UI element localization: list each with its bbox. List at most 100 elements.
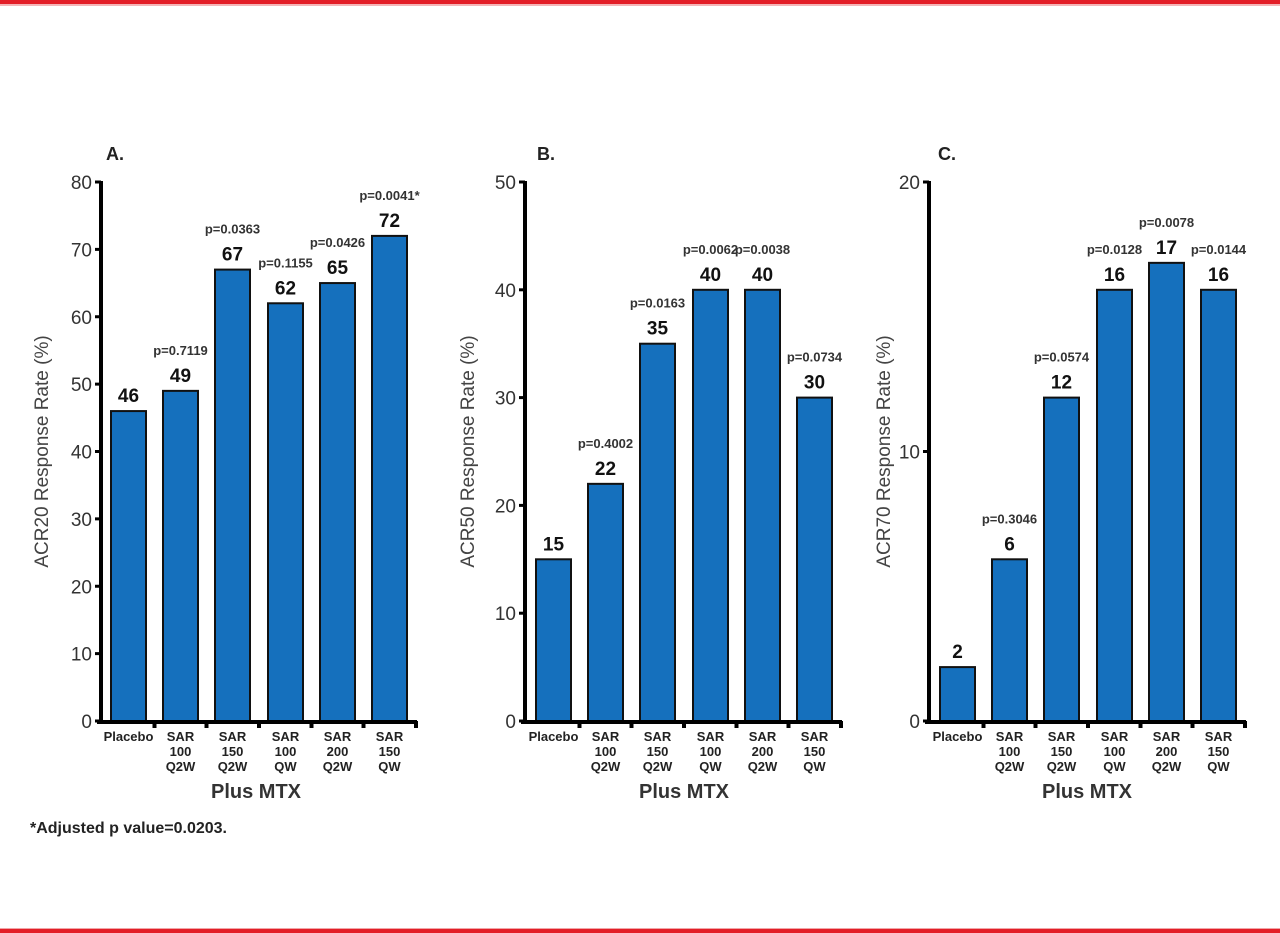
- category-label: SAR 100 Q2W: [591, 729, 621, 774]
- p-value-label: p=0.1155: [258, 255, 313, 270]
- category-label-line: 100: [999, 744, 1021, 759]
- category-label-line: SAR: [272, 729, 300, 744]
- category-label-line: 200: [1156, 744, 1178, 759]
- category-label: SAR 150 QW: [801, 729, 829, 774]
- category-label-line: Q2W: [166, 759, 196, 774]
- category-label: SAR 100 QW: [697, 729, 725, 774]
- y-tick-label: 40: [71, 443, 92, 464]
- p-value-label: p=0.0426: [310, 235, 365, 250]
- category-label: SAR 150 Q2W: [643, 729, 673, 774]
- category-label: SAR 100 QW: [1101, 729, 1129, 774]
- value-label: 17: [1156, 238, 1177, 259]
- y-axis-title: ACR20 Response Rate (%): [32, 335, 53, 567]
- category-label: SAR 150 Q2W: [1047, 729, 1077, 774]
- bottom-red-border-fade: [0, 928, 1280, 929]
- y-tick-label: 0: [81, 712, 92, 733]
- category-label: SAR 150 Q2W: [218, 729, 248, 774]
- top-red-border-fade: [0, 4, 1280, 6]
- bar: [639, 342, 676, 722]
- y-tick-label: 30: [71, 510, 92, 531]
- y-tick-label: 10: [71, 645, 92, 666]
- category-label-line: 150: [1208, 744, 1230, 759]
- bar: [535, 558, 572, 722]
- category-label-line: QW: [1207, 759, 1230, 774]
- p-value-label: p=0.0062: [683, 242, 738, 257]
- bar: [1200, 288, 1237, 722]
- p-value-label: p=0.0163: [630, 296, 685, 311]
- category-label-line: 200: [327, 744, 349, 759]
- category-label: SAR 100 Q2W: [995, 729, 1025, 774]
- p-value-label: p=0.0128: [1087, 242, 1142, 257]
- category-label-line: QW: [274, 759, 297, 774]
- category-label-line: 100: [700, 744, 722, 759]
- y-tick-label: 50: [495, 173, 516, 194]
- category-label-line: 150: [804, 744, 826, 759]
- category-label-line: Q2W: [1047, 759, 1077, 774]
- p-value-label: p=0.0038: [735, 242, 790, 257]
- category-label-line: SAR: [219, 729, 247, 744]
- y-tick-label: 60: [71, 308, 92, 329]
- category-label: SAR 200 Q2W: [323, 729, 353, 774]
- x-axis-title: Plus MTX: [1042, 781, 1133, 803]
- bar: [319, 282, 356, 722]
- p-value-label: p=0.0734: [787, 350, 843, 365]
- category-label-line: SAR: [749, 729, 777, 744]
- category-label-line: 150: [1051, 744, 1073, 759]
- category-label: SAR 150 QW: [1205, 729, 1233, 774]
- category-label: SAR 200 Q2W: [748, 729, 778, 774]
- category-label: SAR 100 QW: [272, 729, 300, 774]
- category-label-line: Q2W: [748, 759, 778, 774]
- category-label-line: 150: [647, 744, 669, 759]
- y-tick-label: 0: [909, 712, 920, 733]
- y-tick-label: 20: [495, 496, 516, 517]
- p-value-label: p=0.0078: [1139, 215, 1194, 230]
- value-label: 30: [804, 373, 825, 394]
- category-label-line: SAR: [644, 729, 672, 744]
- category-label-line: 100: [595, 744, 617, 759]
- value-label: 12: [1051, 373, 1072, 394]
- y-axis-title: ACR50 Response Rate (%): [458, 335, 479, 567]
- p-value-label: p=0.7119: [153, 343, 208, 358]
- category-label-line: SAR: [697, 729, 725, 744]
- value-label: 40: [700, 265, 721, 286]
- category-label-line: Q2W: [323, 759, 353, 774]
- value-label: 62: [275, 278, 296, 299]
- y-tick-label: 10: [899, 443, 920, 464]
- category-label-line: Q2W: [218, 759, 248, 774]
- category-label-line: QW: [803, 759, 826, 774]
- category-label-line: 150: [379, 744, 401, 759]
- chart-panel-c: C. ACR70 Response Rate (%) 2 Placebo 6 p=0.30…: [874, 144, 1247, 803]
- bar: [162, 389, 199, 722]
- category-label-line: Placebo: [529, 729, 579, 744]
- category-label-line: 100: [275, 744, 297, 759]
- category-label-line: SAR: [1048, 729, 1076, 744]
- category-label-line: QW: [378, 759, 401, 774]
- value-label: 67: [222, 245, 243, 266]
- y-tick-label: 50: [71, 375, 92, 396]
- category-label: Placebo: [933, 729, 983, 744]
- p-value-label: p=0.0144: [1191, 242, 1247, 257]
- y-tick-label: 80: [71, 173, 92, 194]
- category-label-line: Q2W: [995, 759, 1025, 774]
- bar: [371, 234, 408, 722]
- bar: [692, 288, 729, 722]
- panel-label: B.: [537, 144, 555, 164]
- x-axis-title: Plus MTX: [211, 781, 302, 803]
- category-label: Placebo: [104, 729, 154, 744]
- category-label-line: 200: [752, 744, 774, 759]
- y-tick-label: 30: [495, 389, 516, 410]
- p-value-label: p=0.4002: [578, 436, 633, 451]
- value-label: 72: [379, 211, 400, 232]
- category-label-line: Q2W: [643, 759, 673, 774]
- category-label-line: SAR: [592, 729, 620, 744]
- top-red-border: [0, 0, 1280, 4]
- category-label-line: SAR: [1101, 729, 1129, 744]
- category-label-line: SAR: [996, 729, 1024, 744]
- y-tick-label: 10: [495, 604, 516, 625]
- bar: [1043, 396, 1080, 722]
- bar: [267, 302, 304, 722]
- category-label-line: 100: [170, 744, 192, 759]
- category-label-line: 150: [222, 744, 244, 759]
- bar: [214, 268, 251, 722]
